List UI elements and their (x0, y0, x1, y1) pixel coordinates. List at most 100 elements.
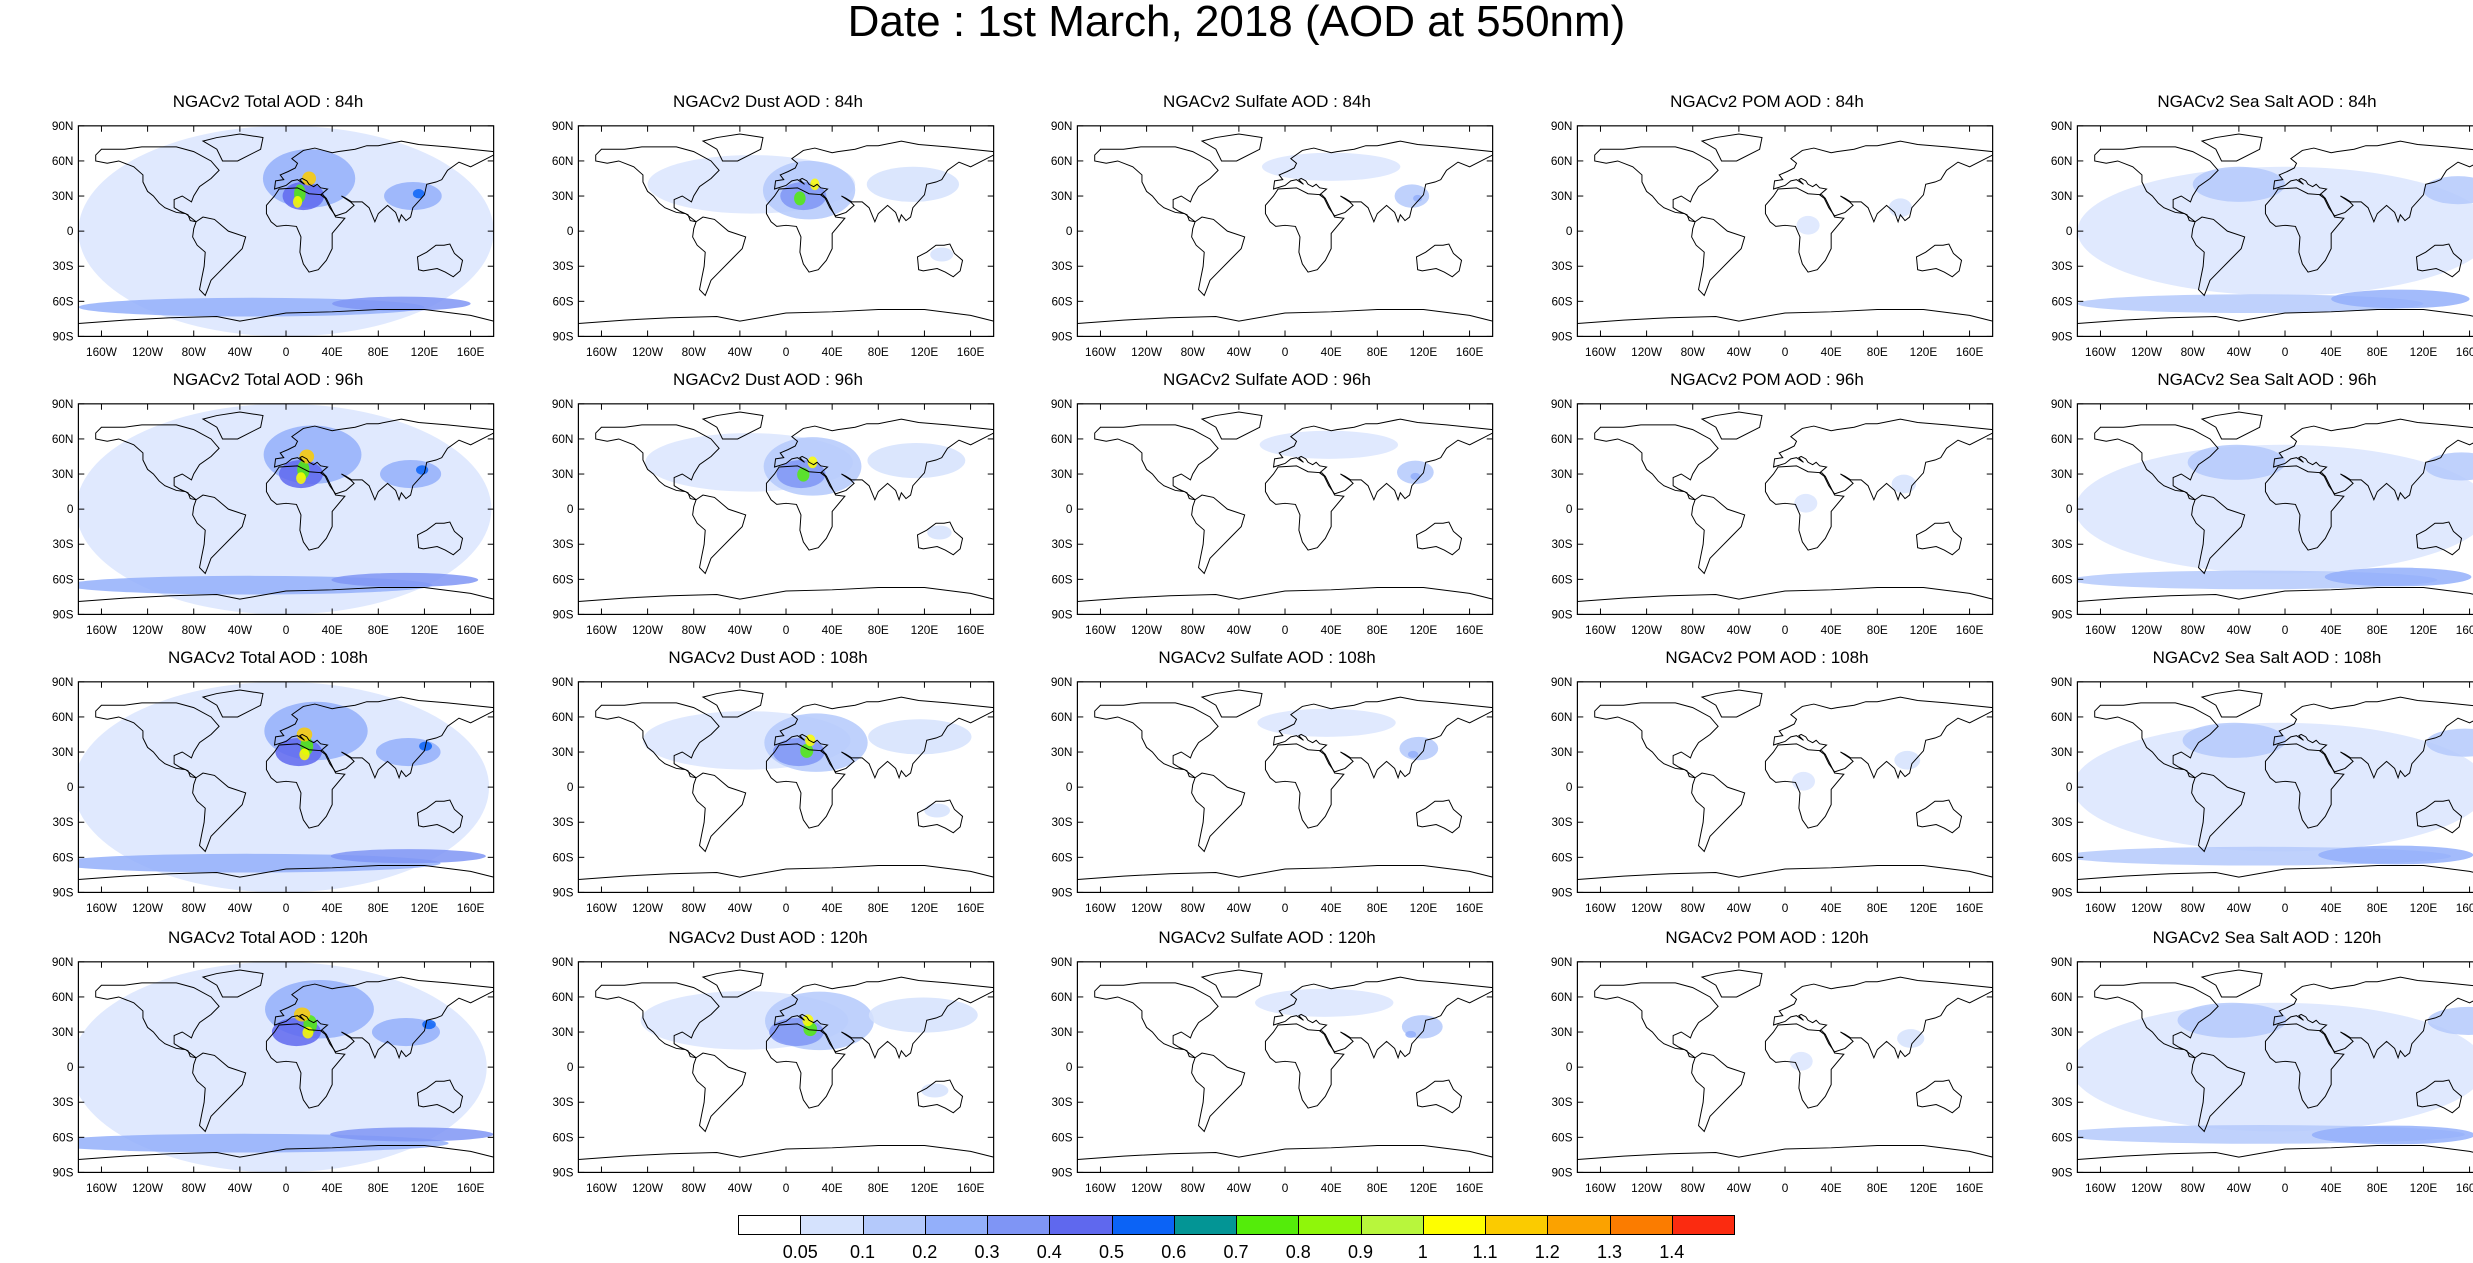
panel-title: NGACv2 Sea Salt AOD : 96h (2157, 370, 2377, 389)
coastline-north-america (1094, 702, 1219, 779)
lat-tick-label: 60N (52, 154, 74, 168)
coastline-north-america (1594, 702, 1719, 779)
coastline-antarctica (1077, 309, 1493, 325)
lat-tick-label: 0 (1566, 1060, 1573, 1074)
lon-tick-label: 0 (1282, 623, 1289, 637)
coastline-africa (2264, 187, 2345, 273)
lon-tick-label: 80W (182, 1181, 207, 1195)
aod-plume (78, 681, 489, 893)
lon-tick-label: 40W (728, 345, 753, 359)
lon-tick-label: 80E (868, 1181, 889, 1195)
lon-tick-label: 80W (1681, 345, 1706, 359)
lon-tick-label: 40W (2227, 623, 2252, 637)
coastline-antarctica (1577, 1145, 1993, 1161)
lat-tick-label: 90S (2051, 1165, 2072, 1179)
lat-tick-label: 90N (52, 119, 74, 133)
lon-tick-label: 0 (283, 1181, 290, 1195)
lat-tick-label: 0 (67, 780, 74, 794)
coastline-north-america (1094, 982, 1219, 1059)
lon-tick-label: 120E (2410, 901, 2438, 915)
lon-tick-label: 80W (1681, 901, 1706, 915)
aod-plume (299, 449, 315, 464)
world-map: 90N 60N 30N 0 30S 60S 90S 160W 120W 80W 40W 0 40E 80E… (552, 119, 995, 359)
lon-tick-label: 160W (1085, 1181, 1117, 1195)
aod-plume (1413, 194, 1423, 202)
lat-tick-label: 60N (2051, 710, 2073, 724)
lon-tick-label: 80W (2181, 901, 2206, 915)
lon-tick-label: 40W (728, 1181, 753, 1195)
lon-tick-label: 0 (783, 623, 790, 637)
coastline-eurasia (2272, 140, 2473, 224)
aod-plume (1410, 472, 1421, 480)
lon-tick-label: 160W (2085, 345, 2117, 359)
lon-tick-label: 40W (2227, 345, 2252, 359)
colorbar-swatch (1360, 1215, 1424, 1235)
lon-tick-label: 160W (86, 623, 118, 637)
lat-tick-label: 60S (2051, 850, 2072, 864)
lat-tick-label: 90S (2051, 885, 2072, 899)
aod-plume (867, 443, 966, 479)
coastline-north-america (595, 702, 720, 779)
lon-tick-label: 40W (1727, 901, 1752, 915)
aod-plume (1255, 988, 1394, 1017)
lon-tick-label: 80W (182, 623, 207, 637)
lon-tick-label: 120E (1410, 623, 1438, 637)
lon-tick-label: 160E (957, 623, 985, 637)
colorbar-label: 0.8 (1285, 1242, 1311, 1262)
lon-tick-label: 40E (822, 1181, 843, 1195)
lat-tick-label: 60S (52, 850, 73, 864)
lon-tick-label: 160E (457, 901, 485, 915)
lon-tick-label: 120W (2131, 623, 2163, 637)
aod-plume (1789, 1051, 1813, 1071)
lat-tick-label: 30N (2051, 189, 2073, 203)
coastline-south-america (1691, 772, 1746, 853)
coastline-greenland (701, 133, 764, 162)
colorbar-label: 0.2 (912, 1242, 938, 1262)
aod-plume (78, 961, 487, 1173)
lat-tick-label: 30S (2051, 1095, 2072, 1109)
lat-tick-label: 30S (552, 1095, 573, 1109)
map-panel-dust-0: NGACv2 Dust AOD : 84h 90N 60N 30N 0 30S 60S 90S… (537, 92, 1037, 362)
lon-tick-label: 0 (283, 623, 290, 637)
lon-tick-label: 40E (1321, 901, 1342, 915)
lon-tick-label: 80W (682, 901, 707, 915)
lat-tick-label: 90S (552, 607, 573, 621)
coastline-antarctica (2077, 587, 2473, 603)
coastline-eurasia (1272, 418, 1493, 502)
lon-tick-label: 80E (1867, 345, 1888, 359)
coastline-antarctica (2077, 865, 2473, 881)
lat-tick-label: 60N (52, 990, 74, 1004)
lat-tick-label: 60N (1051, 710, 1073, 724)
lat-tick-label: 30S (52, 1095, 73, 1109)
lon-tick-label: 40E (1821, 1181, 1842, 1195)
lon-tick-label: 120E (1410, 345, 1438, 359)
lat-tick-label: 90S (1051, 329, 1072, 343)
aod-plume (1794, 493, 1818, 513)
lat-tick-label: 90N (1051, 675, 1073, 689)
lon-tick-label: 80W (2181, 1181, 2206, 1195)
world-map: 90N 60N 30N 0 30S 60S 90S 160W 120W 80W 40W 0 40E 80E… (52, 397, 495, 637)
lon-tick-label: 120E (411, 623, 439, 637)
coastline-greenland (701, 969, 764, 998)
lat-tick-label: 90N (52, 675, 74, 689)
aod-plume (331, 572, 479, 587)
colorbar-label: 0.05 (782, 1242, 818, 1262)
coastline-north-america (2094, 702, 2219, 779)
coastline-north-america (2094, 424, 2219, 501)
coastline-australia (416, 1079, 464, 1114)
coastline-antarctica (78, 865, 494, 881)
lon-tick-label: 40E (322, 623, 343, 637)
lon-tick-label: 40W (2227, 1181, 2252, 1195)
colorbar-label: 0.3 (974, 1242, 1000, 1262)
coastline-greenland (1200, 969, 1263, 998)
lat-tick-label: 30N (1551, 189, 1573, 203)
lon-tick-label: 80E (1367, 345, 1388, 359)
map-panel-sea-salt-0: NGACv2 Sea Salt AOD : 84h 90N 60N 30N 0 30S 60… (2036, 92, 2473, 362)
lat-tick-label: 90S (52, 885, 73, 899)
coastline-australia (1415, 799, 1463, 834)
coastline-north-america (595, 982, 720, 1059)
colorbar-label: 1.1 (1472, 1242, 1498, 1262)
world-map: 90N 60N 30N 0 30S 60S 90S 160W 120W 80W 40W 0 40E 80E… (52, 119, 495, 359)
coastline-africa (765, 743, 846, 829)
lat-tick-label: 30N (552, 1025, 574, 1039)
